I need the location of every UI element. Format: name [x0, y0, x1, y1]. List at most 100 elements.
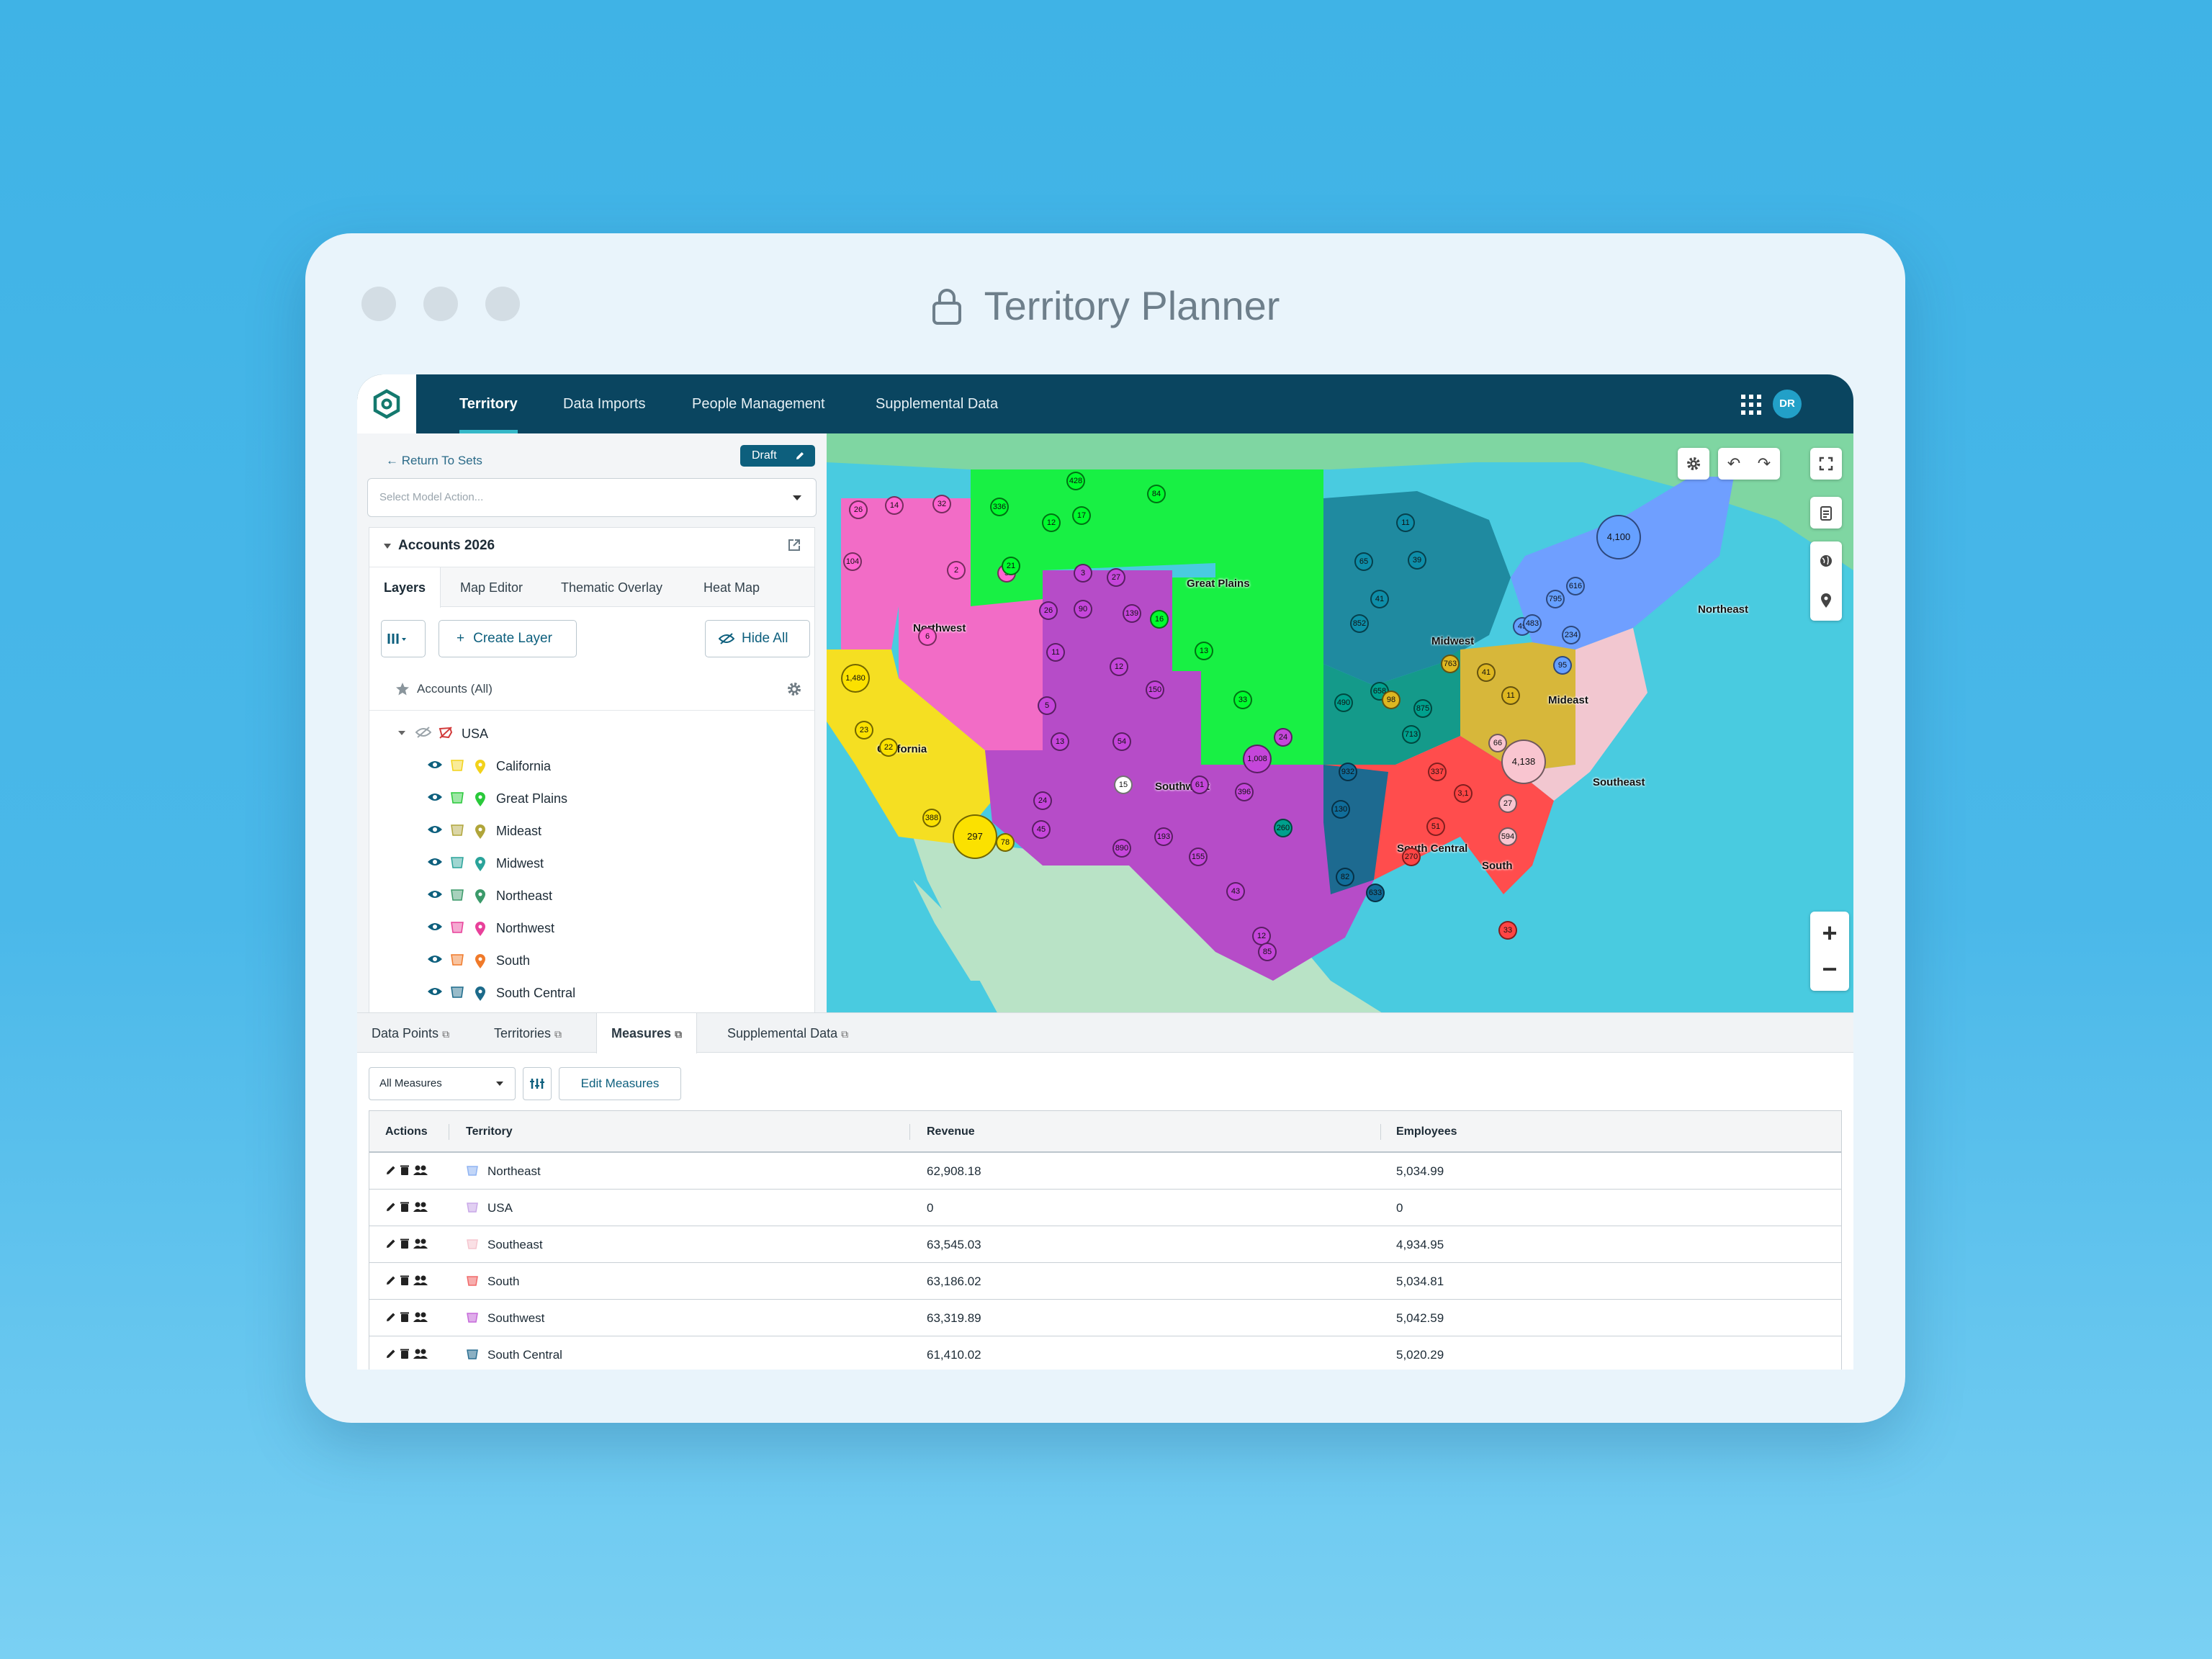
account-cluster-marker[interactable]: 45: [1032, 820, 1051, 839]
globe-icon[interactable]: [1819, 554, 1833, 568]
column-header-territory[interactable]: Territory: [466, 1125, 513, 1138]
account-cluster-marker[interactable]: 51: [1426, 817, 1445, 836]
account-cluster-marker[interactable]: 428: [1066, 472, 1085, 490]
eye-off-icon[interactable]: [415, 727, 431, 738]
account-cluster-marker[interactable]: 41: [1477, 663, 1496, 682]
layer-filter-button[interactable]: [381, 620, 426, 657]
table-row[interactable]: Southwest 63,319.89 5,042.59: [369, 1300, 1841, 1336]
account-cluster-marker[interactable]: 932: [1339, 763, 1357, 781]
users-icon[interactable]: [413, 1274, 428, 1286]
account-cluster-marker[interactable]: 39: [1408, 551, 1426, 570]
app-logo[interactable]: [357, 374, 416, 433]
eye-icon[interactable]: [427, 824, 443, 835]
account-cluster-marker[interactable]: 11: [1396, 513, 1415, 532]
trash-icon[interactable]: [400, 1348, 410, 1359]
account-cluster-marker[interactable]: 4,100: [1596, 515, 1641, 559]
account-cluster-marker[interactable]: 32: [932, 495, 951, 513]
account-cluster-marker[interactable]: 763: [1441, 655, 1460, 673]
account-cluster-marker[interactable]: 388: [922, 809, 941, 827]
column-header-employees[interactable]: Employees: [1396, 1125, 1457, 1138]
account-cluster-marker[interactable]: 24: [1033, 791, 1052, 810]
account-cluster-marker[interactable]: 875: [1413, 699, 1432, 718]
edit-icon[interactable]: [385, 1201, 397, 1213]
tab-territories[interactable]: Territories ⧉: [480, 1013, 576, 1053]
users-icon[interactable]: [413, 1201, 428, 1213]
territory-map[interactable]: Northwest Great Plains Midwest Northeast Cal…: [827, 433, 1853, 1017]
account-cluster-marker[interactable]: 270: [1402, 848, 1421, 866]
tree-row-california[interactable]: California: [369, 750, 814, 783]
account-cluster-marker[interactable]: 21: [1002, 557, 1020, 575]
table-row[interactable]: Northeast 62,908.18 5,034.99: [369, 1153, 1841, 1190]
window-close-dot[interactable]: [361, 287, 396, 321]
draft-button[interactable]: Draft: [740, 445, 815, 467]
edit-icon[interactable]: [385, 1311, 397, 1323]
tree-row-usa[interactable]: USA: [369, 718, 814, 750]
apps-grid-icon[interactable]: [1741, 395, 1761, 415]
account-cluster-marker[interactable]: 104: [843, 552, 862, 571]
eye-icon[interactable]: [427, 953, 443, 965]
tree-row-northwest[interactable]: Northwest: [369, 912, 814, 945]
account-cluster-marker[interactable]: 4,138: [1501, 739, 1546, 784]
account-cluster-marker[interactable]: 483: [1523, 614, 1542, 633]
account-cluster-marker[interactable]: 260: [1274, 819, 1292, 837]
account-cluster-marker[interactable]: 65: [1354, 552, 1373, 571]
window-minimize-dot[interactable]: [423, 287, 458, 321]
account-cluster-marker[interactable]: 13: [1051, 732, 1069, 751]
map-pin-icon[interactable]: [1820, 593, 1832, 608]
account-cluster-marker[interactable]: 490: [1334, 693, 1353, 712]
zoom-out-button[interactable]: −: [1822, 954, 1838, 984]
tab-layers[interactable]: Layers: [369, 567, 441, 608]
account-cluster-marker[interactable]: 27: [1498, 794, 1517, 813]
tree-row-south[interactable]: South: [369, 945, 814, 977]
account-cluster-marker[interactable]: 139: [1123, 604, 1141, 623]
account-cluster-marker[interactable]: 193: [1154, 827, 1173, 846]
nav-data-imports[interactable]: Data Imports: [563, 396, 646, 412]
map-settings-button[interactable]: [1678, 448, 1709, 480]
account-cluster-marker[interactable]: 33: [1233, 691, 1252, 709]
eye-icon[interactable]: [427, 759, 443, 770]
nav-territory[interactable]: Territory: [459, 374, 518, 433]
users-icon[interactable]: [413, 1348, 428, 1359]
account-cluster-marker[interactable]: 26: [849, 500, 868, 519]
account-cluster-marker[interactable]: 12: [1042, 513, 1061, 532]
eye-icon[interactable]: [427, 889, 443, 900]
eye-icon[interactable]: [427, 921, 443, 932]
external-link-icon[interactable]: [787, 538, 801, 552]
table-row[interactable]: Southeast 63,545.03 4,934.95: [369, 1226, 1841, 1263]
tab-measures[interactable]: Measures ⧉: [596, 1013, 698, 1053]
hide-all-button[interactable]: Hide All: [705, 620, 810, 657]
tab-supplemental-data[interactable]: Supplemental Data ⧉: [713, 1013, 863, 1053]
eye-icon[interactable]: [427, 791, 443, 803]
column-header-revenue[interactable]: Revenue: [927, 1125, 975, 1138]
account-cluster-marker[interactable]: 15: [1114, 775, 1133, 794]
trash-icon[interactable]: [400, 1238, 410, 1249]
account-cluster-marker[interactable]: 13: [1195, 642, 1213, 660]
account-cluster-marker[interactable]: 85: [1258, 943, 1277, 961]
account-cluster-marker[interactable]: 16: [1150, 610, 1169, 629]
map-canvas[interactable]: [827, 433, 1853, 1017]
table-row[interactable]: South 63,186.02 5,034.81: [369, 1263, 1841, 1300]
account-cluster-marker[interactable]: 890: [1112, 839, 1131, 858]
account-cluster-marker[interactable]: 17: [1072, 506, 1091, 525]
account-cluster-marker[interactable]: 11: [1501, 686, 1520, 705]
user-avatar[interactable]: DR: [1773, 390, 1802, 418]
account-cluster-marker[interactable]: 616: [1566, 577, 1585, 595]
account-cluster-marker[interactable]: 33: [1498, 921, 1517, 940]
trash-icon[interactable]: [400, 1164, 410, 1176]
account-cluster-marker[interactable]: 23: [855, 721, 873, 739]
account-cluster-marker[interactable]: 27: [1107, 568, 1125, 587]
account-cluster-marker[interactable]: 130: [1331, 800, 1350, 819]
account-cluster-marker[interactable]: 337: [1428, 763, 1447, 781]
account-cluster-marker[interactable]: 2: [947, 561, 966, 580]
nav-supplemental-data[interactable]: Supplemental Data: [876, 396, 999, 412]
account-cluster-marker[interactable]: 297: [953, 814, 997, 859]
account-cluster-marker[interactable]: 3: [1074, 564, 1092, 583]
edit-icon[interactable]: [385, 1274, 397, 1286]
account-cluster-marker[interactable]: 66: [1488, 734, 1507, 752]
table-row[interactable]: South Central 61,410.02 5,020.29: [369, 1336, 1841, 1370]
account-cluster-marker[interactable]: 90: [1074, 600, 1092, 619]
account-cluster-marker[interactable]: 24: [1274, 728, 1292, 747]
tree-row-south-central[interactable]: South Central: [369, 977, 814, 1010]
trash-icon[interactable]: [400, 1201, 410, 1213]
account-cluster-marker[interactable]: 6: [918, 627, 937, 646]
